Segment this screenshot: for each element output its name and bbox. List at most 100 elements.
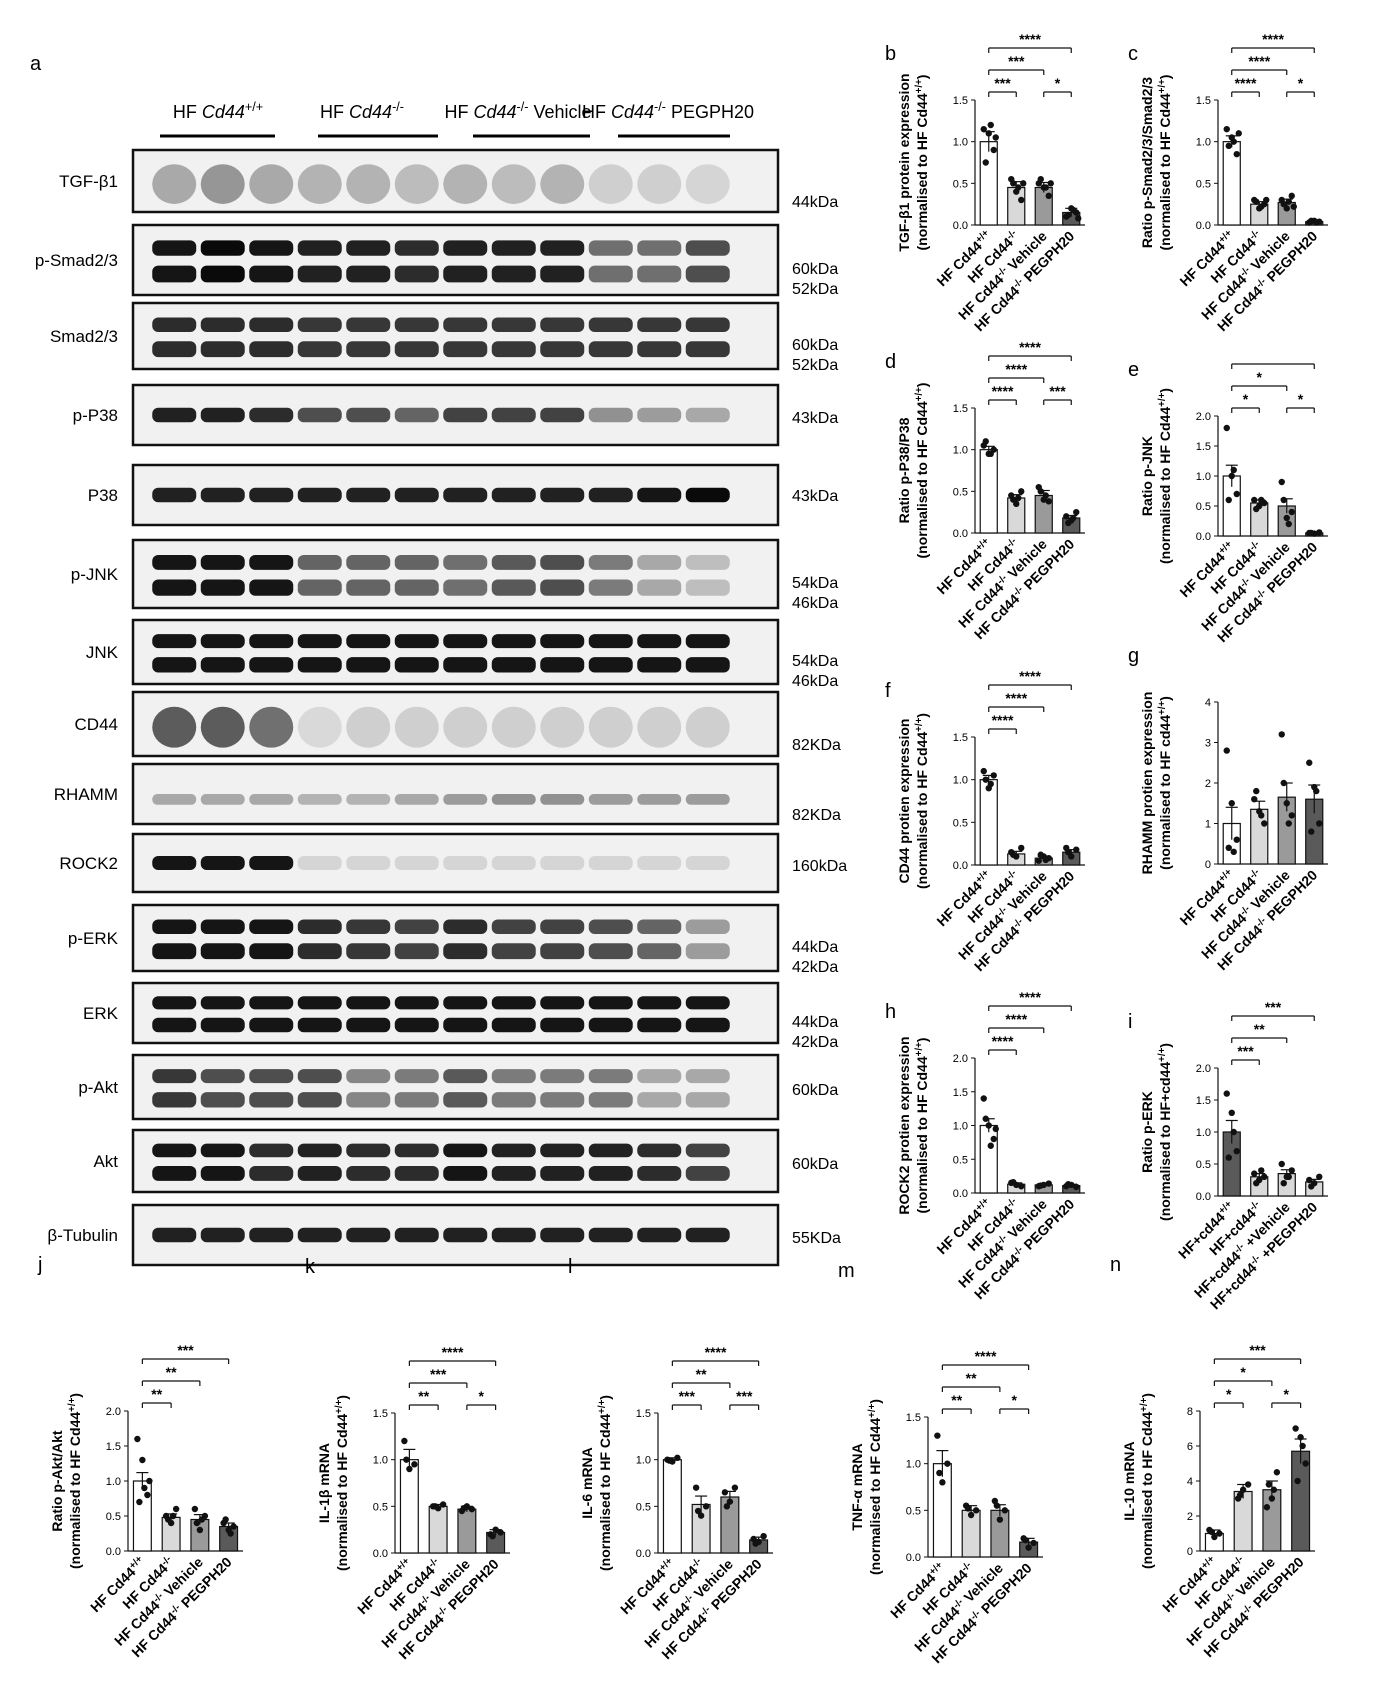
data-point <box>1306 1176 1313 1184</box>
bar <box>979 1124 998 1194</box>
blot-band <box>200 164 245 204</box>
y-axis-label: (normalised to HF cd44+/+) <box>1157 696 1174 870</box>
data-point <box>134 1435 141 1443</box>
blot-band <box>200 1069 245 1084</box>
blot-row: Akt 60kDa <box>93 1128 838 1194</box>
data-point <box>144 1491 151 1499</box>
blot-band <box>297 265 342 283</box>
blot-band <box>249 943 294 960</box>
blot-band <box>394 996 439 1010</box>
label-part: ) <box>914 75 930 80</box>
data-point <box>139 1456 146 1464</box>
bar <box>932 1463 952 1558</box>
blot-band <box>588 240 633 256</box>
blot-band <box>491 856 536 870</box>
data-point <box>1236 1491 1244 1499</box>
blot-band <box>394 265 439 283</box>
y-axis-label: CD44 protien expression <box>896 719 912 884</box>
data-point <box>1280 779 1287 787</box>
blot-band <box>297 1017 342 1033</box>
label-part: ) <box>1157 1043 1173 1048</box>
y-tick-label: 2.0 <box>106 1406 121 1418</box>
data-point <box>752 1540 759 1547</box>
y-axis-label: (normalised to HF Cd44+/+) <box>914 75 931 251</box>
significance-label: * <box>1012 1392 1018 1408</box>
data-point <box>1233 490 1240 498</box>
y-tick-label: 0 <box>1205 859 1211 871</box>
significance-label: *** <box>736 1388 753 1404</box>
blot-row-label: p-P38 <box>73 406 118 425</box>
blot-band <box>491 317 536 333</box>
blot-band <box>394 1227 439 1243</box>
data-point <box>1239 1486 1247 1493</box>
blot-band <box>346 1165 391 1181</box>
blot-band <box>443 579 488 596</box>
panel-letter: h <box>885 1001 896 1023</box>
data-point <box>1316 820 1323 827</box>
data-point <box>1280 1180 1287 1187</box>
blot-band <box>152 240 197 256</box>
y-tick-label: 1.0 <box>1196 471 1211 483</box>
label-part: (normalised to HF Cd44 <box>1139 1412 1155 1569</box>
data-point <box>980 767 987 775</box>
blot-band <box>249 407 294 423</box>
significance-label: * <box>1257 369 1263 385</box>
y-axis-label: (normalised to HF Cd44+/+) <box>1139 1393 1156 1569</box>
blot-band <box>346 856 391 870</box>
blot-row: p-ERK 44kDa 42kDa <box>68 903 838 976</box>
y-tick-label: 2 <box>1205 778 1211 790</box>
significance-label: *** <box>1049 383 1066 399</box>
data-point <box>1042 184 1049 191</box>
blot-band <box>637 265 682 283</box>
significance-label: ** <box>951 1392 962 1408</box>
chart-f: f 0.0 0.5 1.0 1.5 CD44 protien expression (nor… <box>885 668 1085 974</box>
data-point <box>193 1519 201 1527</box>
data-point <box>987 780 994 788</box>
data-point <box>1253 1180 1260 1187</box>
group-suffix: PEGPH20 <box>666 102 754 122</box>
blot-band <box>588 265 633 283</box>
blot-band <box>200 1017 245 1033</box>
group-suffix: Vehicle <box>528 102 591 122</box>
blot-band <box>346 164 391 204</box>
significance-label: ** <box>418 1388 429 1404</box>
y-tick-label: 6 <box>1187 1441 1193 1453</box>
chart-c: c 0.0 0.5 1.0 1.5 Ratio p-Smad2/3/Smad2/3 (nor… <box>1128 31 1328 334</box>
blot-band <box>685 1069 730 1084</box>
data-point <box>492 1526 499 1533</box>
chart-l: l 0.0 0.5 1.0 1.5 IL-6 mRNA (normalised to HF … <box>568 1256 773 1662</box>
blot-band <box>346 1227 391 1243</box>
panel-letter: l <box>568 1256 572 1278</box>
blot-band <box>637 794 682 805</box>
blot-band <box>297 634 342 649</box>
data-point <box>982 1115 989 1122</box>
data-point <box>967 1511 975 1519</box>
y-tick-label: 0.5 <box>953 486 968 498</box>
blot-band <box>152 1165 197 1181</box>
blot-band <box>588 1069 633 1084</box>
y-tick-label: 0.0 <box>1196 531 1211 543</box>
blot-band <box>443 1017 488 1033</box>
blot-band <box>200 919 245 935</box>
blot-band <box>152 1143 197 1158</box>
y-tick-label: 1.5 <box>953 732 968 744</box>
y-tick-label: 0.5 <box>373 1501 388 1513</box>
blot-band <box>346 1069 391 1084</box>
chart-n: n 0 2 4 6 8 IL-10 mRNA (normalised to HF Cd44+/… <box>1110 1254 1315 1660</box>
data-point <box>987 121 994 129</box>
blot-band <box>685 554 730 570</box>
data-point <box>1263 1504 1271 1511</box>
label-part: ) <box>1157 388 1173 393</box>
significance-label: *** <box>679 1388 696 1404</box>
data-point <box>227 1530 234 1537</box>
y-axis-label: (normalised to HF Cd44+/+) <box>867 1399 884 1575</box>
blot-band <box>200 341 245 358</box>
bar <box>979 141 998 226</box>
chart-d: d 0.0 0.5 1.0 1.5 Ratio p-P38/P38 (normalised … <box>885 339 1085 642</box>
group-genotype: -/- <box>654 100 666 114</box>
data-point <box>1253 787 1260 795</box>
chart-k: k 0.0 0.5 1.0 1.5 IL-1β mRNA (normalised to HF… <box>305 1256 510 1662</box>
label-part: (normalised to HF Cd44 <box>67 1412 83 1569</box>
y-tick-label: 0.0 <box>953 860 968 872</box>
data-point <box>934 1432 941 1439</box>
